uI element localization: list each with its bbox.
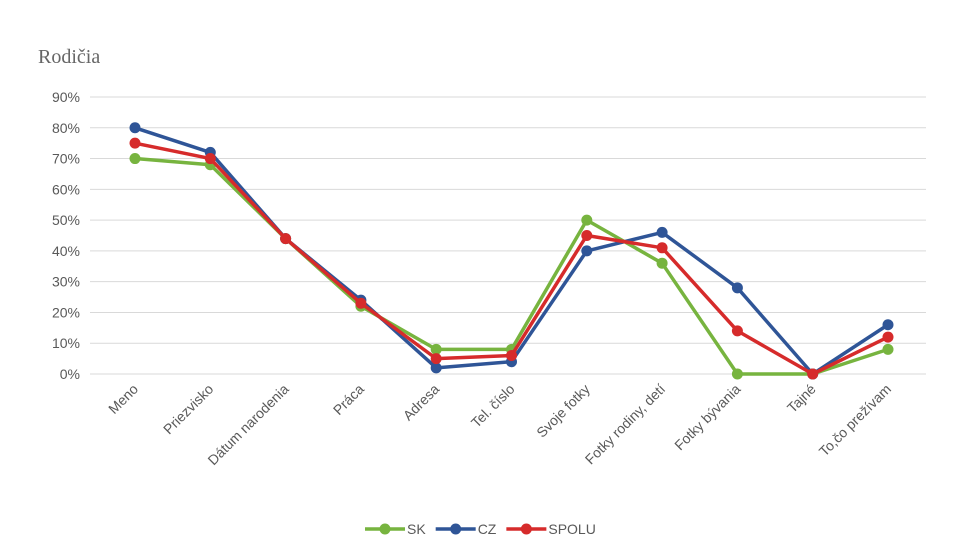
data-point: [807, 368, 819, 380]
legend-item-sk: SK: [365, 521, 426, 537]
data-point: [355, 297, 367, 309]
y-tick-label: 80%: [52, 120, 80, 136]
data-point: [731, 325, 743, 337]
x-tick-label: Svoje fotky: [533, 381, 593, 441]
series-spolu: [129, 137, 894, 380]
legend-item-spolu: SPOLU: [506, 521, 596, 537]
x-tick-label: Tel. číslo: [468, 381, 518, 431]
x-tick-label: Tajné: [784, 381, 819, 416]
y-tick-label: 90%: [52, 89, 80, 105]
y-axis-ticks: 0% 10% 20% 30% 40% 50% 60% 70% 80% 90%: [52, 89, 80, 382]
data-point: [129, 153, 141, 165]
data-point: [882, 331, 894, 343]
y-tick-label: 0%: [60, 366, 80, 382]
y-tick-label: 20%: [52, 304, 80, 320]
x-tick-label: Fotky rodiny, detí: [582, 381, 669, 468]
x-tick-label: Adresa: [400, 381, 443, 424]
data-point: [656, 226, 668, 238]
series-line: [133, 141, 890, 376]
x-tick-label: To,čo prežívam: [816, 381, 894, 459]
y-tick-label: 10%: [52, 335, 80, 351]
legend-label: SPOLU: [548, 521, 595, 537]
legend-label: CZ: [478, 521, 497, 537]
x-tick-label: Meno: [105, 381, 141, 417]
legend-label: SK: [407, 521, 426, 537]
legend: SK CZ SPOLU: [365, 521, 596, 537]
y-tick-label: 70%: [52, 151, 80, 167]
data-point: [430, 343, 442, 355]
series-sk: [129, 153, 894, 380]
legend-marker: [450, 523, 462, 535]
data-point: [280, 233, 292, 245]
data-point: [430, 353, 442, 365]
data-point: [656, 257, 668, 269]
chart-title: Rodičia: [38, 46, 101, 68]
data-point: [731, 282, 743, 294]
legend-marker: [520, 523, 532, 535]
y-tick-label: 30%: [52, 274, 80, 290]
data-point: [129, 137, 141, 149]
gridlines: [90, 96, 926, 375]
data-point: [506, 350, 517, 362]
y-tick-label: 40%: [52, 243, 80, 259]
data-point: [656, 242, 668, 254]
x-tick-label: Práca: [330, 381, 367, 418]
series-lines: [129, 122, 894, 380]
x-tick-label: Dátum narodenia: [204, 381, 291, 468]
y-tick-label: 60%: [52, 181, 80, 197]
data-point: [129, 122, 141, 134]
data-point: [882, 343, 894, 355]
series-line: [133, 156, 890, 376]
data-point: [581, 245, 593, 257]
y-tick-label: 50%: [52, 212, 80, 228]
x-tick-label: Fotky bývania: [671, 381, 744, 454]
data-point: [430, 362, 442, 374]
legend-marker: [379, 523, 391, 535]
data-point: [581, 230, 593, 241]
data-point: [204, 153, 216, 165]
data-point: [731, 368, 743, 380]
data-point: [581, 214, 593, 226]
legend-item-cz: CZ: [435, 521, 497, 537]
data-point: [882, 319, 894, 331]
x-tick-label: Priezvisko: [160, 381, 217, 438]
